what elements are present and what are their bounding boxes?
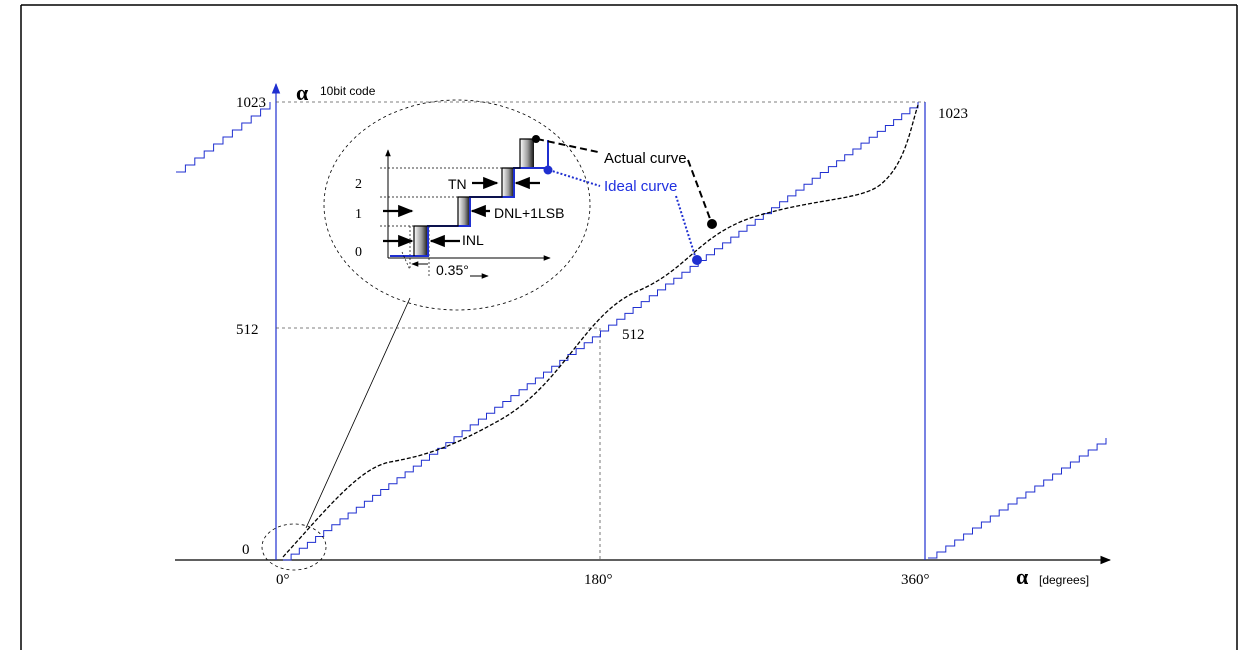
dnl-label: DNL+1LSB bbox=[494, 205, 564, 221]
point-label-1023: 1023 bbox=[938, 106, 968, 122]
ideal-marker-inset bbox=[543, 165, 553, 175]
ideal-curve-label: Ideal curve bbox=[604, 178, 677, 195]
zoom-source-ellipse bbox=[261, 523, 327, 571]
zoom-connector bbox=[305, 297, 411, 529]
point-label-512: 512 bbox=[622, 327, 645, 343]
transition-bar-0 bbox=[414, 226, 428, 256]
transition-bar-1 bbox=[458, 197, 470, 226]
x-axis-label: [degrees] bbox=[1039, 573, 1089, 587]
callout-leaders bbox=[536, 138, 713, 260]
inset-y-tick-2: 2 bbox=[355, 177, 362, 192]
y-axis-symbol: α bbox=[296, 80, 309, 105]
x-tick-180: 180° bbox=[584, 572, 613, 588]
inset-detail bbox=[380, 138, 551, 279]
ideal-marker-curve bbox=[692, 255, 702, 265]
y-tick-0: 0 bbox=[242, 542, 250, 558]
actual-marker-inset bbox=[532, 135, 540, 143]
reference-lines bbox=[276, 101, 925, 560]
inset-y-tick-1: 1 bbox=[355, 207, 362, 222]
y-axis-label: 10bit code bbox=[320, 84, 376, 98]
page-frame bbox=[20, 4, 1238, 650]
x-axis-symbol: α bbox=[1016, 564, 1029, 589]
step-width-label: 0.35° bbox=[436, 262, 469, 278]
inset-actual-steps bbox=[413, 138, 537, 256]
ideal-staircase-wrap-right bbox=[928, 438, 1107, 559]
y-tick-512: 512 bbox=[236, 322, 259, 338]
ideal-staircase-wrap-left bbox=[176, 102, 271, 173]
x-tick-360: 360° bbox=[901, 572, 930, 588]
actual-curve-label: Actual curve bbox=[604, 150, 687, 167]
inl-label: INL bbox=[462, 232, 484, 248]
transition-bar-2 bbox=[502, 168, 514, 197]
transition-bar-3 bbox=[520, 139, 534, 168]
inset-y-tick-0: 0 bbox=[355, 245, 362, 260]
actual-marker-curve bbox=[707, 219, 717, 229]
tn-label: TN bbox=[448, 176, 467, 192]
y-tick-1023: 1023 bbox=[236, 95, 266, 111]
actual-curve bbox=[282, 104, 919, 558]
zoom-detail-ellipse bbox=[323, 99, 591, 311]
x-tick-0: 0° bbox=[276, 572, 290, 588]
ideal-staircase-main bbox=[283, 102, 919, 561]
